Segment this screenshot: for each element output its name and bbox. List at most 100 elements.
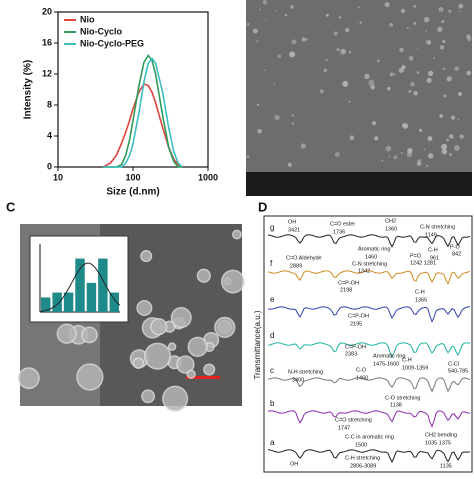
sem-particle [442, 40, 446, 44]
sem-particle [401, 65, 406, 70]
sem-particle [399, 47, 404, 53]
sem-particle [407, 147, 413, 154]
sem-particle [348, 100, 351, 103]
peak-annotation: 3421 [288, 227, 300, 233]
sem-particle [400, 151, 403, 154]
sem-particle [448, 9, 452, 13]
sem-particle [344, 27, 350, 33]
ftir-spectrum [267, 449, 471, 464]
sem-particle [427, 153, 434, 159]
sem-particle [408, 55, 414, 61]
sem-particle [446, 76, 452, 82]
legend-label: Nio-Cyclo [80, 26, 123, 36]
peak-annotation: 1365 [415, 297, 427, 303]
sem-particle [370, 84, 376, 90]
sem-particle [416, 47, 418, 49]
vesicle [76, 363, 104, 391]
sem-background [246, 0, 472, 196]
sem-particle [401, 123, 406, 128]
panel-label: C [6, 199, 16, 214]
sem-particle [359, 21, 363, 24]
sem-particle [336, 48, 340, 52]
peak-annotation: C=O ester [330, 221, 355, 227]
peak-annotation: C-H [428, 247, 438, 253]
sem-particle [277, 54, 282, 59]
peak-annotation: C-Cl [448, 361, 459, 367]
peak-annotation: 1747 [338, 425, 350, 431]
sem-particle [443, 94, 447, 98]
x-tick-label: 10 [53, 172, 63, 182]
sem-particle [257, 128, 262, 134]
vesicle [162, 385, 189, 412]
ftir-spectrum [267, 410, 471, 428]
sem-particle [323, 68, 328, 73]
vesicle [143, 342, 172, 370]
peak-annotation: CH2 [385, 218, 396, 224]
sem-particle [342, 80, 349, 87]
peak-annotation: C-N stretching [352, 261, 387, 267]
vesicle [176, 355, 195, 374]
sem-particle [387, 86, 391, 91]
spectrum-label: c [270, 366, 274, 375]
peak-annotation: 2383 [345, 351, 357, 357]
vesicle [186, 369, 196, 379]
sem-particle [458, 92, 463, 97]
sem-particle [384, 2, 390, 8]
x-axis-label: Size (d.nm) [106, 187, 159, 198]
sem-particle [326, 13, 329, 17]
histogram-bar [109, 292, 119, 312]
sem-particle [446, 138, 449, 142]
peak-annotation: 842 [452, 251, 461, 257]
sem-particle [376, 59, 380, 63]
peak-annotation: 2889 [290, 263, 302, 269]
sem-particle [408, 90, 412, 93]
peak-annotation: 3400 [292, 377, 304, 383]
spectrum-label: a [270, 438, 275, 447]
legend-label: Nio [80, 14, 95, 24]
series-line [103, 57, 183, 168]
sem-particle [442, 67, 446, 71]
peak-annotation: P=O [410, 253, 422, 259]
peak-annotation: 1135 [440, 463, 452, 469]
peak-annotation: Aromatic ring [373, 353, 405, 359]
sem-particle [428, 70, 434, 77]
sem-particle [439, 114, 443, 118]
vesicle [167, 342, 177, 351]
sem-particle [432, 56, 435, 59]
sem-particle [290, 5, 294, 9]
sem-particle [252, 28, 258, 34]
sem-particle [256, 103, 260, 107]
x-tick-label: 100 [125, 172, 140, 182]
y-tick-label: 12 [42, 68, 52, 78]
peak-annotation: 2198 [340, 287, 352, 293]
legend-label: Nio-Cyclo-PEG [80, 38, 144, 48]
spectrum-label: e [270, 295, 275, 304]
histogram-bar [63, 292, 74, 312]
sem-particle [441, 143, 448, 150]
sem-particle [454, 66, 459, 71]
peak-annotation: 961 [430, 255, 439, 261]
peak-annotation: C=P-OH [338, 280, 359, 286]
sem-particle [413, 22, 417, 25]
peak-annotation: C-H [402, 357, 412, 363]
sem-particle [406, 151, 413, 158]
sem-particle [348, 51, 352, 54]
x-tick-label: 1000 [198, 172, 218, 182]
sem-particle [334, 152, 340, 158]
sem-particle [388, 156, 391, 158]
series-line [103, 53, 182, 168]
vesicle [17, 367, 40, 390]
sem-particle [416, 161, 422, 166]
ftir-frame [263, 215, 473, 473]
peak-annotation: Aromatic ring [358, 246, 390, 252]
sem-particle [449, 134, 454, 139]
histogram-bar [52, 292, 62, 312]
y-axis-label: Intensity (%) [23, 60, 34, 119]
sem-particle [333, 31, 338, 36]
y-axis-label: Transmittance(a.u.) [253, 310, 262, 379]
sem-particle [413, 5, 417, 8]
sem-particle [274, 114, 280, 121]
peak-annotation: C-N stretching [420, 224, 455, 230]
vesicle [81, 326, 98, 344]
